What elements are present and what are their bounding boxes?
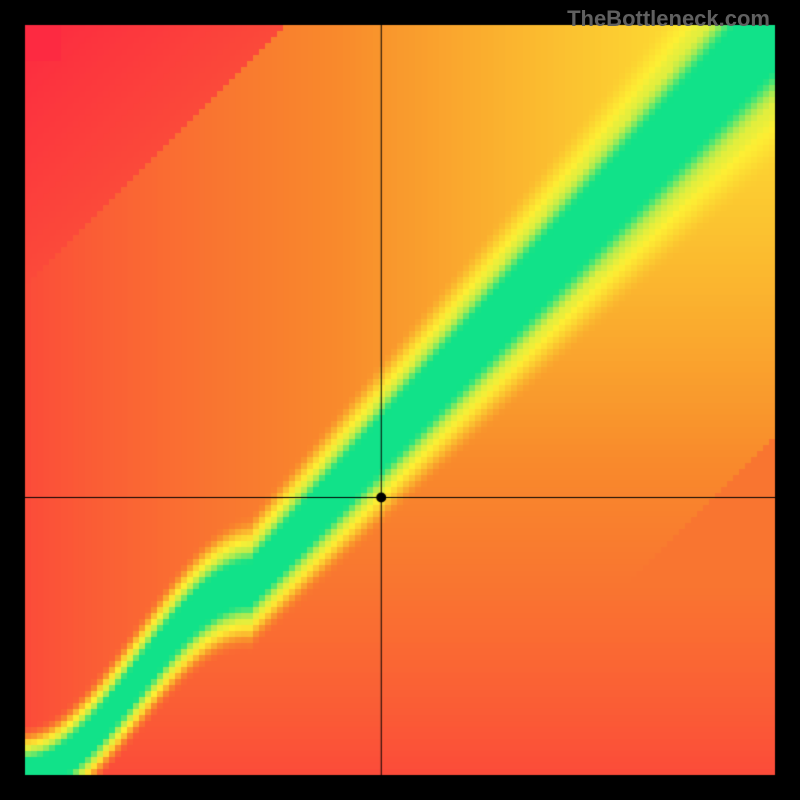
watermark-text: TheBottleneck.com — [567, 6, 770, 32]
bottleneck-heatmap-canvas — [0, 0, 800, 800]
chart-container: TheBottleneck.com — [0, 0, 800, 800]
